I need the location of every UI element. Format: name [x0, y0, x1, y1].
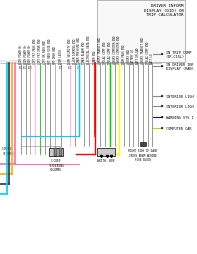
Text: FRT PASS DOOR BND: FRT PASS DOOR BND: [48, 38, 52, 64]
Text: TPILAC COMP BND: TPILAC COMP BND: [146, 41, 150, 64]
Text: IN DRIVER INF
DISPLAY (RAN): IN DRIVER INF DISPLAY (RAN): [166, 62, 193, 71]
Text: A/2: A/2: [23, 66, 28, 70]
Text: LIFT RR PASS BND: LIFT RR PASS BND: [43, 40, 47, 64]
Text: DOOR SECURITY BND: DOOR SECURITY BND: [68, 38, 72, 64]
Text: BODY POWER B+: BODY POWER B+: [24, 44, 28, 64]
Text: BATTERY LO: BATTERY LO: [131, 49, 135, 64]
Text: FRT DRVR BND: FRT DRVR BND: [53, 46, 57, 64]
Text: TIMER ALARM BND: TIMER ALARM BND: [82, 41, 86, 64]
Text: LUXURY TRANSIT BND: LUXURY TRANSIT BND: [141, 37, 145, 64]
Text: C-COEF
(STEERING
COLUMN): C-COEF (STEERING COLUMN): [48, 158, 64, 171]
Text: COMPUTER CAR: COMPUTER CAR: [166, 126, 191, 131]
Text: B/2: B/2: [68, 66, 72, 70]
Text: ELECTRICAL DATA BND: ELECTRICAL DATA BND: [87, 35, 91, 64]
Text: IN TRIP COMP
(IP-C15L): IN TRIP COMP (IP-C15L): [166, 51, 191, 59]
Bar: [54, 148, 57, 156]
Text: TPILAC COMP BND: TPILAC COMP BND: [103, 41, 107, 64]
Text: TUNER BND: TUNER BND: [93, 50, 97, 64]
Text: DOOR PASS BND: DOOR PASS BND: [122, 44, 126, 64]
Text: A/1: A/1: [19, 66, 23, 70]
Text: BODY POWER B+: BODY POWER B+: [28, 44, 32, 64]
Text: LIFT FRT PASS BND: LIFT FRT PASS BND: [33, 38, 37, 64]
Text: DOOR LATCH: DOOR LATCH: [59, 49, 63, 64]
Text: BATT LO: BATT LO: [150, 53, 154, 64]
Bar: [49, 148, 63, 156]
Bar: [97, 1, 186, 63]
Text: ILLUM DIMMING BND: ILLUM DIMMING BND: [73, 38, 77, 64]
Text: BODY POWER B+: BODY POWER B+: [19, 44, 23, 64]
Text: CONN A
(STEREO): CONN A (STEREO): [2, 146, 15, 155]
Text: INTERIOR LIGH: INTERIOR LIGH: [166, 105, 193, 108]
Text: BATT UPLOAD: BATT UPLOAD: [136, 47, 140, 64]
Bar: [59, 148, 61, 156]
Text: LUXURY COMPUTER BND: LUXURY COMPUTER BND: [117, 35, 121, 64]
Text: RIGHT SIDE OF DASH
CROSS BEAM BEHIND
FUSE BLOCK: RIGHT SIDE OF DASH CROSS BEAM BEHIND FUS…: [128, 148, 158, 162]
Text: B/1: B/1: [58, 66, 63, 70]
Text: DRIVER INFORM
DISPLAY (DID) OR
TRIP CALCULATOR: DRIVER INFORM DISPLAY (DID) OR TRIP CALC…: [144, 4, 184, 17]
Text: LUXURY COMPUTER BND: LUXURY COMPUTER BND: [112, 35, 116, 64]
Text: WARNING SYS I: WARNING SYS I: [166, 116, 193, 120]
Text: LUXURY TRANSIT BND: LUXURY TRANSIT BND: [98, 37, 102, 64]
Text: LIFT FRT DRVR BND: LIFT FRT DRVR BND: [38, 38, 42, 64]
Text: LUXURY BND: LUXURY BND: [127, 49, 131, 64]
Bar: [140, 142, 146, 146]
Bar: [98, 148, 114, 156]
Text: INTERIOR LIGH: INTERIOR LIGH: [166, 95, 193, 99]
Text: TPILAC COMP BND: TPILAC COMP BND: [108, 41, 112, 64]
Text: ARITH. BOX: ARITH. BOX: [97, 158, 115, 162]
Text: C/1: C/1: [77, 66, 82, 70]
Text: TIMER PRESSURE BND: TIMER PRESSURE BND: [77, 37, 82, 64]
Text: A/3: A/3: [28, 66, 33, 70]
